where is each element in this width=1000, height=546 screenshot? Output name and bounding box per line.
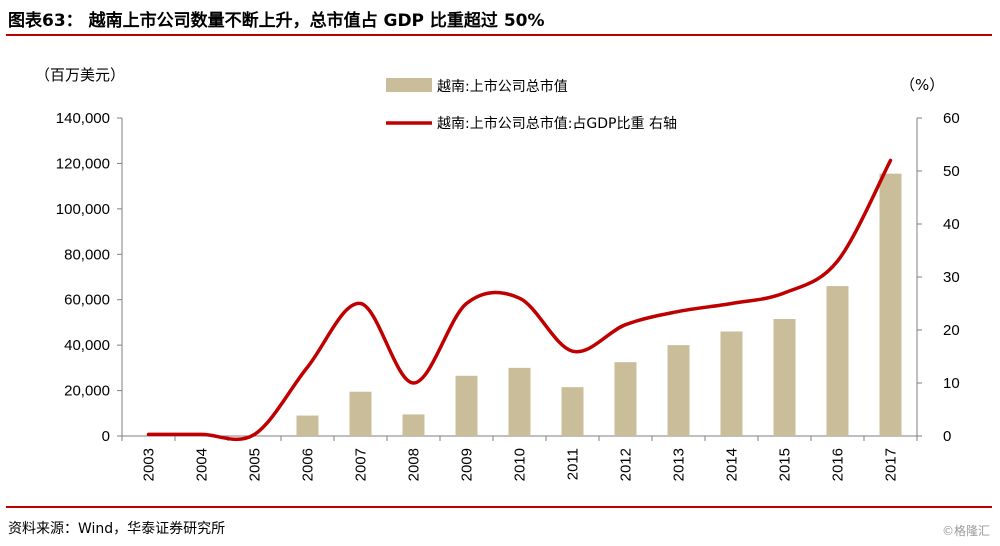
bar-2006	[296, 415, 319, 436]
y-right-tick-label: 20	[943, 322, 960, 339]
footer-divider	[6, 506, 992, 508]
x-tick-label: 2006	[300, 448, 317, 481]
source-note: 资料来源：Wind，华泰证券研究所	[8, 521, 226, 537]
legend-label-bar: 越南:上市公司总市值	[437, 78, 568, 95]
chart-title: 图表63： 越南上市公司数量不断上升，总市值占 GDP 比重超过 50%	[8, 11, 545, 31]
y-right-tick-label: 30	[943, 269, 960, 286]
bar-2007	[349, 391, 372, 436]
bar-2013	[667, 345, 690, 436]
x-tick-label: 2013	[671, 448, 688, 481]
y-left-tick-label: 0	[102, 428, 110, 445]
y-right-tick-label: 50	[943, 163, 960, 180]
legend-label-line: 越南:上市公司总市值:占GDP比重 右轴	[437, 115, 677, 132]
y-left-tick-label: 80,000	[64, 246, 110, 263]
y-right-tick-label: 40	[943, 216, 960, 233]
line-series-group	[146, 158, 893, 442]
x-tick-label: 2007	[353, 448, 370, 481]
bar-2015	[773, 319, 796, 436]
y-left-tick-label: 60,000	[64, 292, 110, 309]
y-right-unit-label: （%）	[900, 76, 944, 94]
x-tick-label: 2009	[459, 448, 476, 481]
x-tick-label: 2011	[565, 448, 582, 480]
x-tick-label: 2003	[141, 448, 158, 481]
x-tick-label: 2010	[512, 448, 529, 481]
x-tick-label: 2016	[830, 448, 847, 481]
x-tick-label: 2004	[194, 448, 211, 481]
line-gdp-share	[146, 158, 893, 442]
axes-group: 0 20,000 40,000 60,000 80,000 100,000 120,000 1…	[35, 66, 960, 481]
y-left-tick-label: 140,000	[56, 110, 110, 127]
y-right-tick-label: 60	[943, 110, 960, 127]
bar-2009	[455, 375, 478, 436]
bar-2017	[879, 173, 902, 436]
x-tick-label: 2005	[247, 448, 264, 481]
y-left-tick-label: 20,000	[64, 383, 110, 400]
y-right-tick-label: 0	[943, 428, 951, 445]
x-tick-label: 2012	[618, 448, 635, 481]
bar-series-group	[296, 173, 902, 436]
bar-2014	[720, 331, 743, 436]
combo-chart: 0 20,000 40,000 60,000 80,000 100,000 120,000 1…	[35, 66, 960, 481]
y-right-tick-label: 10	[943, 375, 960, 392]
bar-2011	[561, 387, 584, 436]
legend-swatch-bar	[386, 78, 432, 92]
bar-2016	[826, 286, 849, 436]
title-divider	[6, 34, 992, 36]
y-left-unit-label: （百万美元）	[35, 66, 125, 84]
x-tick-label: 2017	[883, 448, 900, 481]
bar-2008	[402, 414, 425, 436]
y-left-tick-label: 120,000	[56, 155, 110, 172]
x-tick-label: 2014	[724, 448, 741, 481]
x-tick-label: 2008	[406, 448, 423, 481]
bar-2012	[614, 362, 637, 436]
x-tick-label: 2015	[777, 448, 794, 481]
watermark: ©格隆汇	[941, 524, 990, 538]
y-left-tick-label: 40,000	[64, 337, 110, 354]
y-left-tick-label: 100,000	[56, 201, 110, 218]
bar-2010	[508, 367, 531, 436]
